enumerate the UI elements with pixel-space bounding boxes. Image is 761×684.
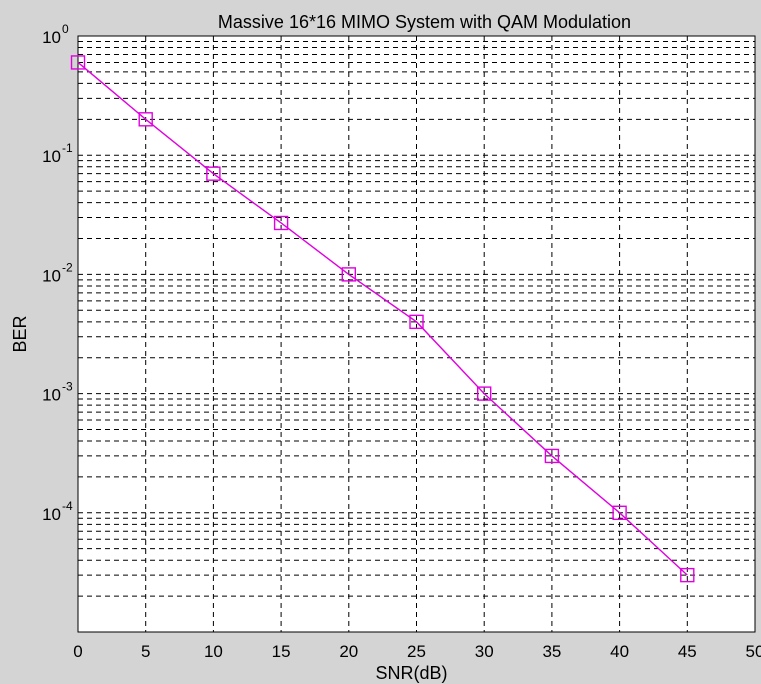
- data-point-marker: [273, 215, 289, 231]
- x-tick-label: 45: [678, 642, 697, 661]
- x-tick-label: 20: [339, 642, 358, 661]
- x-tick-labels: 0 5 10 15 20 25 30 35 40 45 50: [73, 642, 761, 661]
- x-tick-label: 25: [407, 642, 426, 661]
- x-tick-label: 35: [542, 642, 561, 661]
- axes-frame: [77, 35, 756, 633]
- x-tick-label: 10: [204, 642, 223, 661]
- y-tick-label: 10: [42, 28, 61, 47]
- y-tick-label: 10: [42, 147, 61, 166]
- series-line: [77, 61, 688, 576]
- y-tick-label: 10: [42, 386, 61, 405]
- y-tick-exponent: 0: [62, 22, 69, 36]
- grid-lines: [78, 36, 755, 632]
- x-tick-label: 0: [73, 642, 82, 661]
- y-tick-exponent: -3: [62, 380, 73, 394]
- data-point-marker: [341, 267, 356, 282]
- x-tick-label: 50: [746, 642, 761, 661]
- data-point-marker: [680, 567, 695, 583]
- chart-title: Massive 16*16 MIMO System with QAM Modul…: [218, 12, 631, 32]
- data-point-marker: [544, 448, 560, 464]
- x-axis-label: SNR(dB): [375, 663, 447, 683]
- series-layer: [70, 55, 695, 583]
- y-tick-exponent: -2: [62, 260, 73, 274]
- x-tick-label: 15: [272, 642, 291, 661]
- data-point-marker: [409, 314, 424, 330]
- x-tick-label: 40: [610, 642, 629, 661]
- data-point-marker: [612, 505, 627, 520]
- x-tick-label: 5: [141, 642, 150, 661]
- y-tick-exponent: -4: [62, 499, 73, 513]
- x-tick-label: 30: [475, 642, 494, 661]
- y-tick-label: 10: [42, 266, 61, 285]
- y-axis-label: BER: [10, 315, 30, 352]
- data-point-marker: [138, 112, 153, 127]
- data-point-marker: [477, 386, 492, 401]
- y-tick-label: 10: [42, 505, 61, 524]
- data-point-marker: [206, 166, 221, 181]
- y-tick-exponent: -1: [62, 141, 73, 155]
- data-point-marker: [70, 55, 86, 70]
